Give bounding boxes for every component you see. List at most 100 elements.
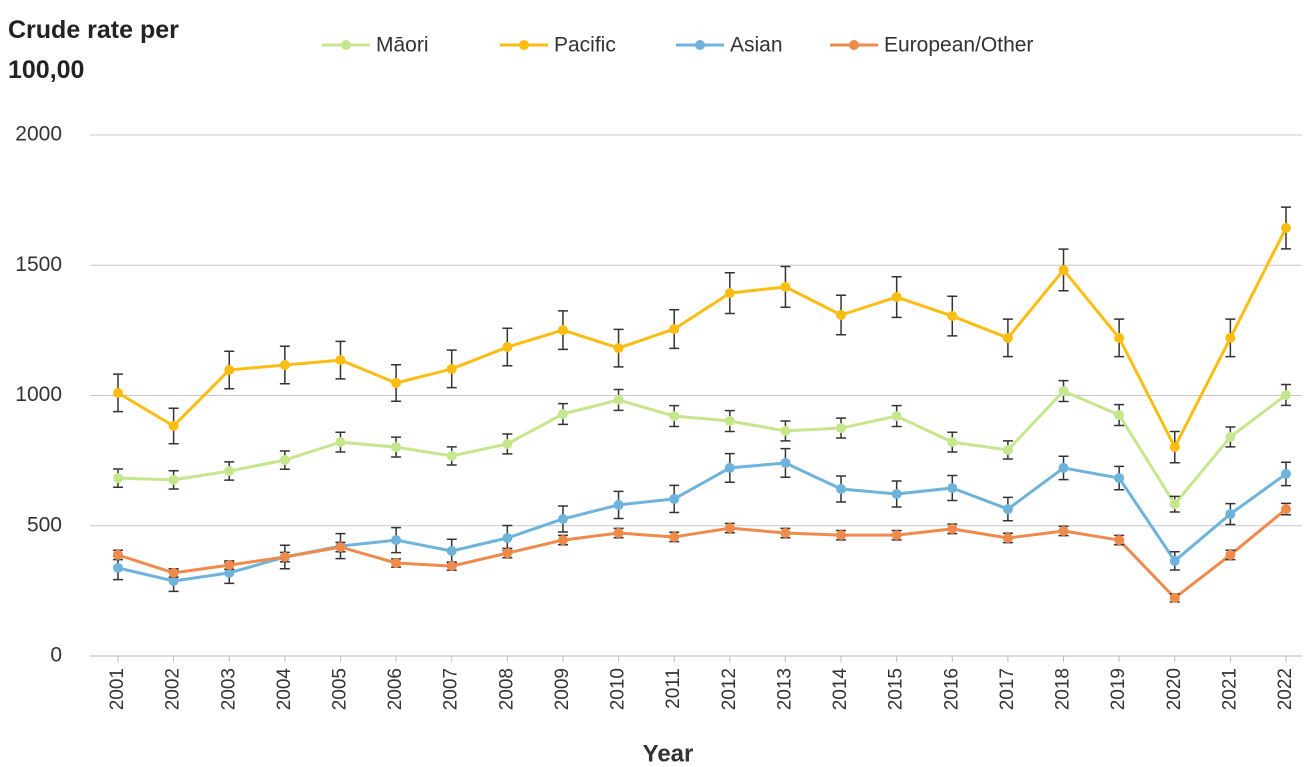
x-tick-label: 2001 — [107, 668, 128, 710]
data-point — [391, 558, 402, 569]
data-point — [502, 438, 513, 449]
data-point — [446, 363, 457, 374]
series-line — [117, 507, 1287, 600]
data-point — [669, 324, 680, 335]
data-point — [1058, 386, 1069, 397]
data-point — [780, 457, 791, 468]
data-point — [1169, 442, 1180, 453]
data-point — [1281, 389, 1291, 400]
data-point — [279, 360, 290, 371]
data-point — [724, 416, 735, 427]
data-point — [1114, 473, 1125, 484]
data-point — [891, 530, 902, 541]
data-point — [1058, 462, 1069, 473]
data-point — [224, 567, 235, 578]
data-point — [947, 523, 958, 534]
data-point — [279, 552, 290, 563]
chart-title: Crude rate per 100,00 — [8, 16, 179, 84]
x-tick-label: 2022 — [1275, 668, 1296, 710]
legend-label: European/Other — [884, 34, 1033, 57]
data-point — [724, 523, 735, 534]
data-point — [557, 408, 568, 419]
data-point — [224, 560, 235, 571]
data-point — [1169, 499, 1180, 510]
x-tick-label: 2019 — [1108, 668, 1129, 710]
data-point — [557, 535, 568, 546]
data-point — [224, 466, 235, 477]
data-point — [780, 425, 791, 436]
data-point — [947, 437, 958, 448]
data-point — [1225, 431, 1236, 442]
data-point — [446, 450, 457, 461]
data-point — [891, 488, 902, 499]
data-point — [1058, 525, 1069, 536]
data-point — [502, 548, 513, 559]
data-point — [113, 387, 123, 398]
data-point — [446, 561, 457, 572]
data-point — [1002, 532, 1013, 543]
data-point — [669, 493, 680, 504]
x-tick-label: 2013 — [774, 668, 795, 710]
data-point — [1114, 535, 1125, 546]
data-point — [1281, 468, 1291, 479]
data-point — [168, 420, 179, 431]
data-point — [836, 484, 847, 495]
data-point — [391, 535, 402, 546]
legend-label: Pacific — [554, 34, 616, 57]
x-tick-label: 2005 — [329, 668, 350, 710]
data-point — [1114, 332, 1125, 343]
data-point — [335, 355, 346, 366]
legend-label: Māori — [376, 34, 429, 57]
data-point — [1281, 504, 1291, 515]
data-point — [836, 530, 847, 541]
x-tick-label: 2007 — [441, 668, 462, 710]
data-point — [613, 528, 624, 539]
x-tick-label: 2009 — [552, 668, 573, 710]
data-point — [947, 311, 958, 322]
data-point — [1225, 549, 1236, 560]
data-point — [502, 342, 513, 353]
x-tick-label: 2020 — [1164, 668, 1185, 710]
x-axis-label: Year — [643, 740, 694, 767]
series-line — [117, 389, 1287, 506]
x-tick-label: 2006 — [385, 668, 406, 710]
x-tick-label: 2003 — [218, 668, 239, 710]
data-point — [669, 531, 680, 542]
x-tick-label: 2011 — [663, 668, 684, 709]
legend-marker — [695, 40, 705, 50]
data-point — [613, 499, 624, 510]
data-point — [224, 364, 235, 375]
series-line — [117, 461, 1287, 583]
data-point — [780, 528, 791, 539]
x-tick-label: 2021 — [1219, 668, 1240, 710]
data-point — [502, 532, 513, 543]
data-point — [113, 549, 123, 560]
legend-marker — [519, 40, 529, 50]
data-point — [1281, 222, 1291, 233]
x-tick-label: 2004 — [274, 668, 295, 711]
data-point — [1058, 264, 1069, 275]
x-tick-label: 2002 — [163, 668, 184, 710]
data-point — [391, 377, 402, 388]
data-point — [168, 567, 179, 578]
data-point — [168, 474, 179, 485]
y-tick-label: 1500 — [15, 253, 62, 276]
x-tick-label: 2014 — [830, 668, 851, 711]
data-point — [724, 462, 735, 473]
x-tick-label: 2008 — [496, 668, 517, 710]
data-point — [168, 575, 179, 586]
data-point — [279, 455, 290, 466]
x-tick-label: 2010 — [608, 668, 629, 710]
data-point — [836, 423, 847, 434]
data-point — [613, 394, 624, 405]
data-point — [113, 473, 123, 484]
data-point — [1002, 332, 1013, 343]
data-point — [613, 343, 624, 354]
y-tick-label: 2000 — [15, 123, 62, 146]
x-tick-label: 2012 — [719, 668, 740, 710]
x-tick-label: 2015 — [886, 668, 907, 710]
data-point — [724, 288, 735, 299]
data-point — [669, 411, 680, 422]
